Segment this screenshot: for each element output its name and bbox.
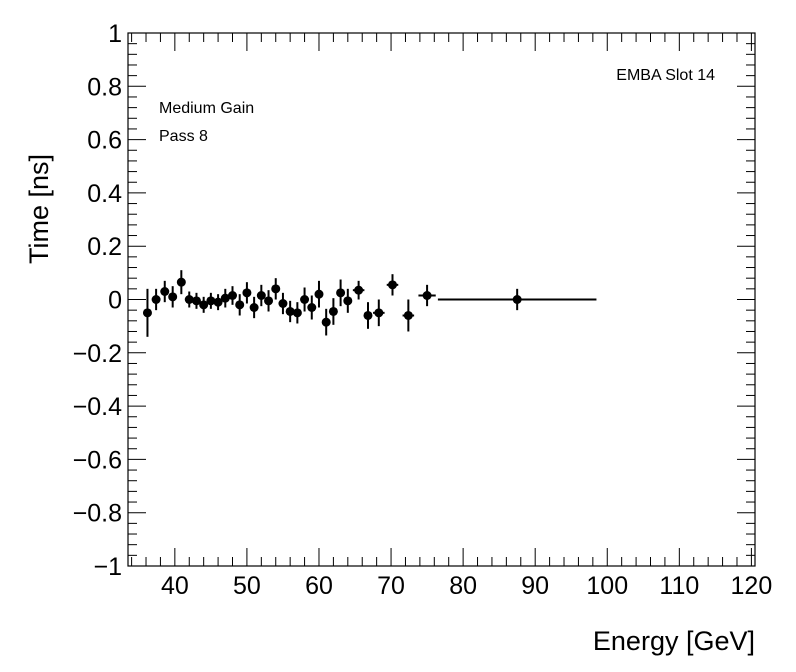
data-point	[373, 299, 385, 327]
gain-label: Medium Gain	[159, 100, 254, 117]
point-marker	[271, 284, 281, 294]
data-point	[336, 279, 346, 307]
point-marker	[228, 291, 237, 301]
data-point	[386, 274, 399, 296]
data-point	[363, 302, 373, 329]
data-point	[402, 299, 415, 332]
point-marker	[176, 277, 186, 287]
data-point	[151, 288, 161, 311]
point-marker	[199, 300, 209, 310]
point-marker	[422, 291, 432, 301]
point-marker	[512, 295, 522, 304]
y-tick-label: −1	[93, 553, 122, 581]
y-tick-label: 0.6	[87, 127, 122, 155]
data-point	[418, 284, 436, 307]
data-point	[307, 295, 317, 320]
data-point	[300, 287, 310, 312]
point-marker	[151, 295, 161, 304]
x-tick-label: 50	[233, 572, 261, 600]
y-tick-label: −0.6	[73, 446, 122, 474]
data-point	[206, 292, 216, 309]
point-marker	[300, 295, 310, 304]
point-marker	[256, 291, 266, 301]
point-marker	[206, 296, 216, 306]
data-point	[249, 296, 259, 319]
point-marker	[264, 296, 274, 306]
data-point	[264, 290, 274, 312]
x-tick-label: 40	[161, 572, 189, 600]
y-tick-label: 0.8	[87, 73, 122, 101]
point-marker	[213, 297, 223, 307]
pass-label: Pass 8	[159, 128, 208, 145]
point-marker	[285, 306, 295, 316]
data-point	[292, 302, 302, 324]
axis-tick-labels: 40 50 60 70 80 90 100 110 120 −1 −0.8 −0.6 −0.4 −0.2 0…	[73, 20, 773, 600]
x-tick-label: 60	[305, 572, 333, 600]
data-point	[199, 296, 209, 313]
data-point	[176, 270, 186, 295]
data-point	[160, 280, 170, 303]
point-marker	[307, 302, 317, 312]
data-point	[352, 280, 365, 300]
point-marker	[363, 310, 373, 320]
point-marker	[220, 293, 230, 303]
data-point	[235, 294, 245, 316]
data-point	[328, 298, 338, 325]
data-point	[220, 288, 230, 308]
point-marker	[343, 296, 353, 306]
data-point	[228, 286, 237, 305]
data-point	[256, 284, 266, 307]
data-point	[321, 308, 331, 336]
point-marker	[328, 306, 338, 316]
data-points	[142, 270, 597, 337]
point-marker	[235, 300, 245, 310]
x-tick-label: 90	[521, 572, 549, 600]
y-tick-label: −0.4	[73, 393, 122, 421]
data-point	[168, 286, 178, 308]
point-marker	[168, 292, 178, 302]
data-point	[191, 292, 201, 309]
point-marker	[278, 298, 288, 308]
y-tick-label: 0	[108, 287, 122, 315]
x-tick-label: 70	[377, 572, 405, 600]
y-tick-label: −0.2	[73, 340, 122, 368]
x-tick-label: 80	[449, 572, 477, 600]
point-marker	[191, 296, 201, 306]
data-point	[314, 280, 324, 308]
point-marker	[242, 288, 252, 298]
point-marker	[354, 285, 364, 295]
x-tick-label: 120	[731, 572, 773, 600]
point-marker	[403, 310, 413, 320]
point-marker	[314, 289, 324, 299]
point-marker	[184, 295, 194, 304]
point-marker	[374, 308, 384, 318]
data-point	[242, 282, 252, 304]
point-marker	[142, 308, 152, 318]
point-marker	[160, 287, 170, 297]
point-marker	[387, 280, 397, 290]
point-marker	[336, 288, 346, 298]
x-axis-title: Energy [GeV]	[593, 626, 755, 656]
y-tick-label: −0.8	[73, 500, 122, 528]
data-point	[437, 288, 597, 311]
y-tick-label: 0.4	[87, 180, 122, 208]
y-tick-label: 1	[108, 20, 122, 48]
point-marker	[292, 308, 302, 318]
data-point	[343, 288, 353, 313]
data-point	[278, 292, 288, 315]
y-tick-label: 0.2	[87, 233, 122, 261]
point-marker	[249, 302, 259, 312]
data-point	[213, 294, 223, 311]
data-point	[142, 288, 152, 337]
slot-label: EMBA Slot 14	[616, 67, 715, 84]
x-tick-label: 100	[586, 572, 628, 600]
data-point	[271, 278, 281, 300]
data-point	[184, 291, 194, 308]
y-axis-title: Time [ns]	[24, 154, 54, 264]
axis-ticks	[128, 32, 755, 567]
x-tick-label: 110	[659, 572, 699, 600]
point-marker	[321, 317, 331, 327]
data-point	[285, 300, 295, 323]
